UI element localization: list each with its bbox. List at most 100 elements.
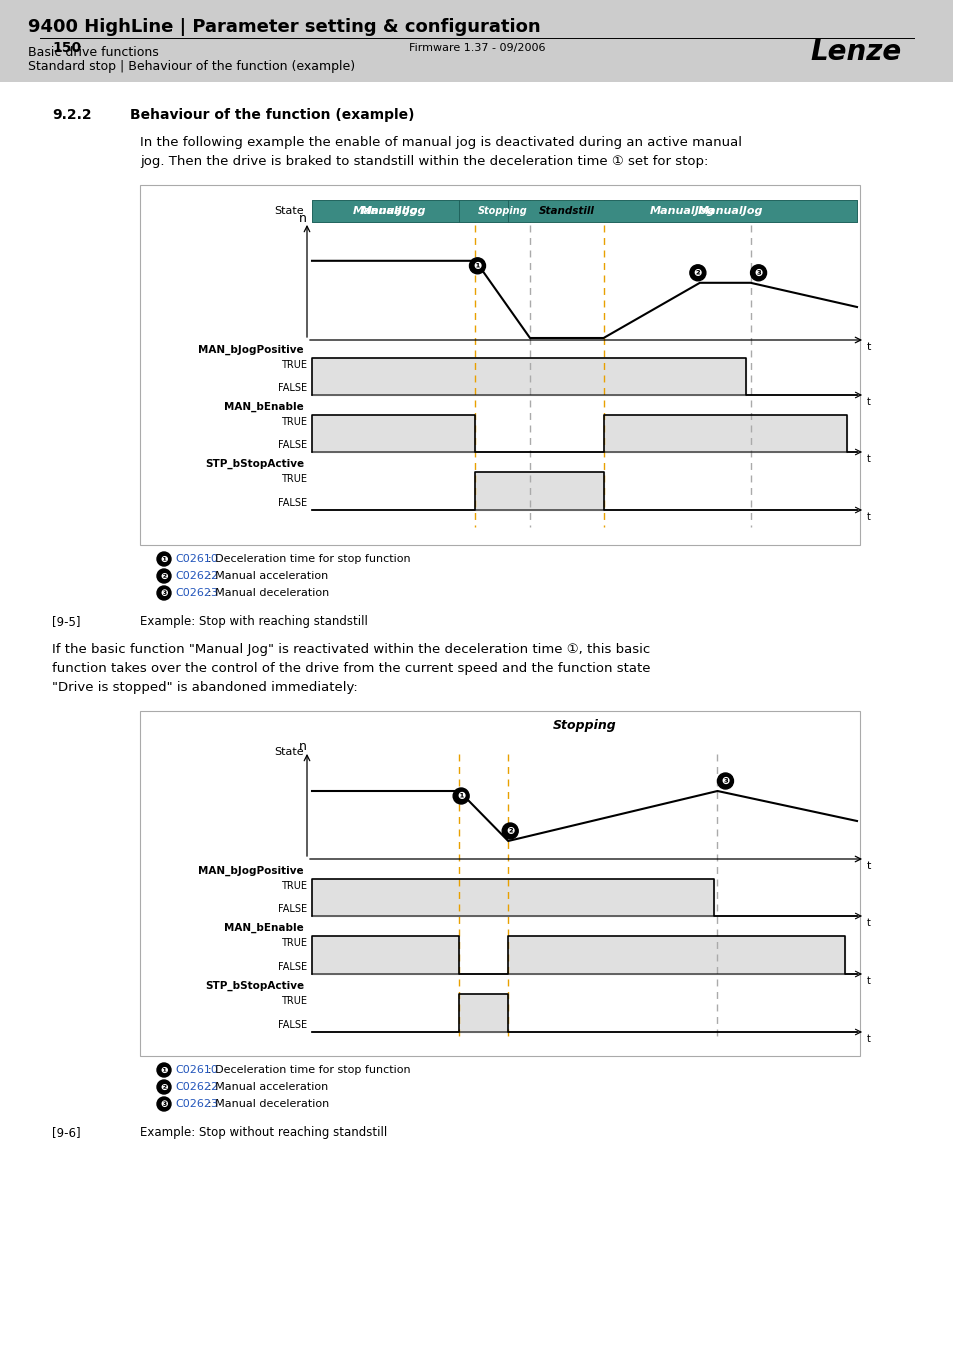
Circle shape [157, 586, 171, 599]
Text: t: t [866, 976, 870, 986]
Text: ManualJog: ManualJog [649, 207, 715, 216]
Bar [140, 185, 859, 545]
Bar [312, 200, 475, 221]
Bar [0, 0, 953, 82]
Text: FALSE: FALSE [277, 963, 307, 972]
Text: ManualJog: ManualJog [697, 207, 762, 216]
Text: STP_bStopActive: STP_bStopActive [205, 459, 304, 468]
Text: MAN_bEnable: MAN_bEnable [224, 923, 304, 933]
Text: [9-6]: [9-6] [52, 1126, 81, 1139]
Text: FALSE: FALSE [277, 498, 307, 508]
Text: TRUE: TRUE [281, 882, 307, 891]
Circle shape [750, 265, 766, 281]
Text: t: t [866, 1034, 870, 1044]
Text: : Manual deceleration: : Manual deceleration [208, 589, 329, 598]
Text: FALSE: FALSE [277, 383, 307, 393]
Text: MAN_bEnable: MAN_bEnable [224, 402, 304, 412]
Text: t: t [866, 918, 870, 927]
Text: FALSE: FALSE [277, 1021, 307, 1030]
Text: ❸: ❸ [720, 776, 729, 786]
Bar [458, 200, 508, 221]
Circle shape [157, 552, 171, 566]
Text: : Manual acceleration: : Manual acceleration [208, 1081, 328, 1092]
Text: In the following example the enable of manual jog is deactivated during an activ: In the following example the enable of m… [140, 136, 741, 148]
Text: ❶: ❶ [160, 555, 168, 563]
Text: C02623: C02623 [174, 1099, 218, 1108]
Text: ❸: ❸ [754, 267, 761, 278]
Text: ❷: ❷ [693, 267, 701, 278]
Text: n: n [298, 741, 307, 753]
Text: : Manual acceleration: : Manual acceleration [208, 571, 328, 580]
Bar [508, 200, 856, 221]
Text: function takes over the control of the drive from the current speed and the func: function takes over the control of the d… [52, 662, 650, 675]
Text: t: t [866, 342, 870, 352]
Text: TRUE: TRUE [281, 938, 307, 948]
Text: ❷: ❷ [160, 1083, 168, 1092]
Bar [530, 200, 603, 221]
Text: t: t [866, 454, 870, 464]
Circle shape [501, 824, 517, 838]
Text: C02622: C02622 [174, 1081, 218, 1092]
Text: 150: 150 [52, 40, 81, 55]
Circle shape [157, 1062, 171, 1077]
Circle shape [157, 1080, 171, 1094]
Text: n: n [298, 212, 307, 224]
Circle shape [717, 774, 733, 788]
Text: ❶: ❶ [160, 1065, 168, 1075]
Text: ❶: ❶ [456, 791, 465, 801]
Text: Stopping: Stopping [552, 718, 616, 732]
Text: Basic drive functions: Basic drive functions [28, 46, 158, 59]
Text: ManualJog: ManualJog [353, 207, 417, 216]
Circle shape [689, 265, 705, 281]
Text: : Manual deceleration: : Manual deceleration [208, 1099, 329, 1108]
Text: t: t [866, 861, 870, 871]
Text: TRUE: TRUE [281, 474, 307, 485]
Circle shape [453, 788, 469, 805]
Text: ManualJog: ManualJog [360, 207, 426, 216]
Text: 9400 HighLine | Parameter setting & configuration: 9400 HighLine | Parameter setting & conf… [28, 18, 540, 36]
Text: [9-5]: [9-5] [52, 616, 80, 628]
Text: ❷: ❷ [505, 826, 514, 836]
Text: State: State [274, 747, 304, 757]
Text: 9.2.2: 9.2.2 [52, 108, 91, 122]
Text: "Drive is stopped" is abandoned immediately:: "Drive is stopped" is abandoned immediat… [52, 680, 357, 694]
Bar [140, 711, 859, 1056]
Text: ❶: ❶ [473, 261, 481, 271]
Text: TRUE: TRUE [281, 360, 307, 370]
Text: ❸: ❸ [160, 589, 168, 598]
Text: Standstill: Standstill [538, 207, 594, 216]
Text: C02622: C02622 [174, 571, 218, 580]
Text: Example: Stop without reaching standstill: Example: Stop without reaching standstil… [140, 1126, 387, 1139]
Text: FALSE: FALSE [277, 904, 307, 914]
Text: : Deceleration time for stop function: : Deceleration time for stop function [208, 1065, 410, 1075]
Text: C02623: C02623 [174, 589, 218, 598]
Text: State: State [274, 207, 304, 216]
Text: Lenze: Lenze [810, 38, 901, 66]
Text: Standard stop | Behaviour of the function (example): Standard stop | Behaviour of the functio… [28, 59, 355, 73]
Text: ❷: ❷ [160, 571, 168, 580]
Text: STP_bStopActive: STP_bStopActive [205, 980, 304, 991]
Circle shape [469, 258, 485, 274]
Text: Stopping: Stopping [477, 207, 527, 216]
Text: jog. Then the drive is braked to standstill within the deceleration time ① set f: jog. Then the drive is braked to standst… [140, 155, 708, 167]
Text: If the basic function "Manual Jog" is reactivated within the deceleration time ①: If the basic function "Manual Jog" is re… [52, 643, 650, 656]
Text: MAN_bJogPositive: MAN_bJogPositive [198, 344, 304, 355]
Bar [312, 200, 458, 221]
Text: C02610: C02610 [174, 554, 217, 564]
Text: TRUE: TRUE [281, 996, 307, 1006]
Text: Example: Stop with reaching standstill: Example: Stop with reaching standstill [140, 616, 368, 628]
Bar [475, 200, 530, 221]
Text: Behaviour of the function (example): Behaviour of the function (example) [130, 108, 414, 122]
Text: Firmware 1.37 - 09/2006: Firmware 1.37 - 09/2006 [408, 43, 545, 53]
Text: FALSE: FALSE [277, 440, 307, 450]
Text: TRUE: TRUE [281, 417, 307, 427]
Circle shape [157, 568, 171, 583]
Text: C02610: C02610 [174, 1065, 217, 1075]
Circle shape [157, 1098, 171, 1111]
Text: t: t [866, 512, 870, 522]
Text: ❸: ❸ [160, 1099, 168, 1108]
Text: MAN_bJogPositive: MAN_bJogPositive [198, 865, 304, 876]
Bar [603, 200, 856, 221]
Text: t: t [866, 397, 870, 406]
Text: : Deceleration time for stop function: : Deceleration time for stop function [208, 554, 410, 564]
